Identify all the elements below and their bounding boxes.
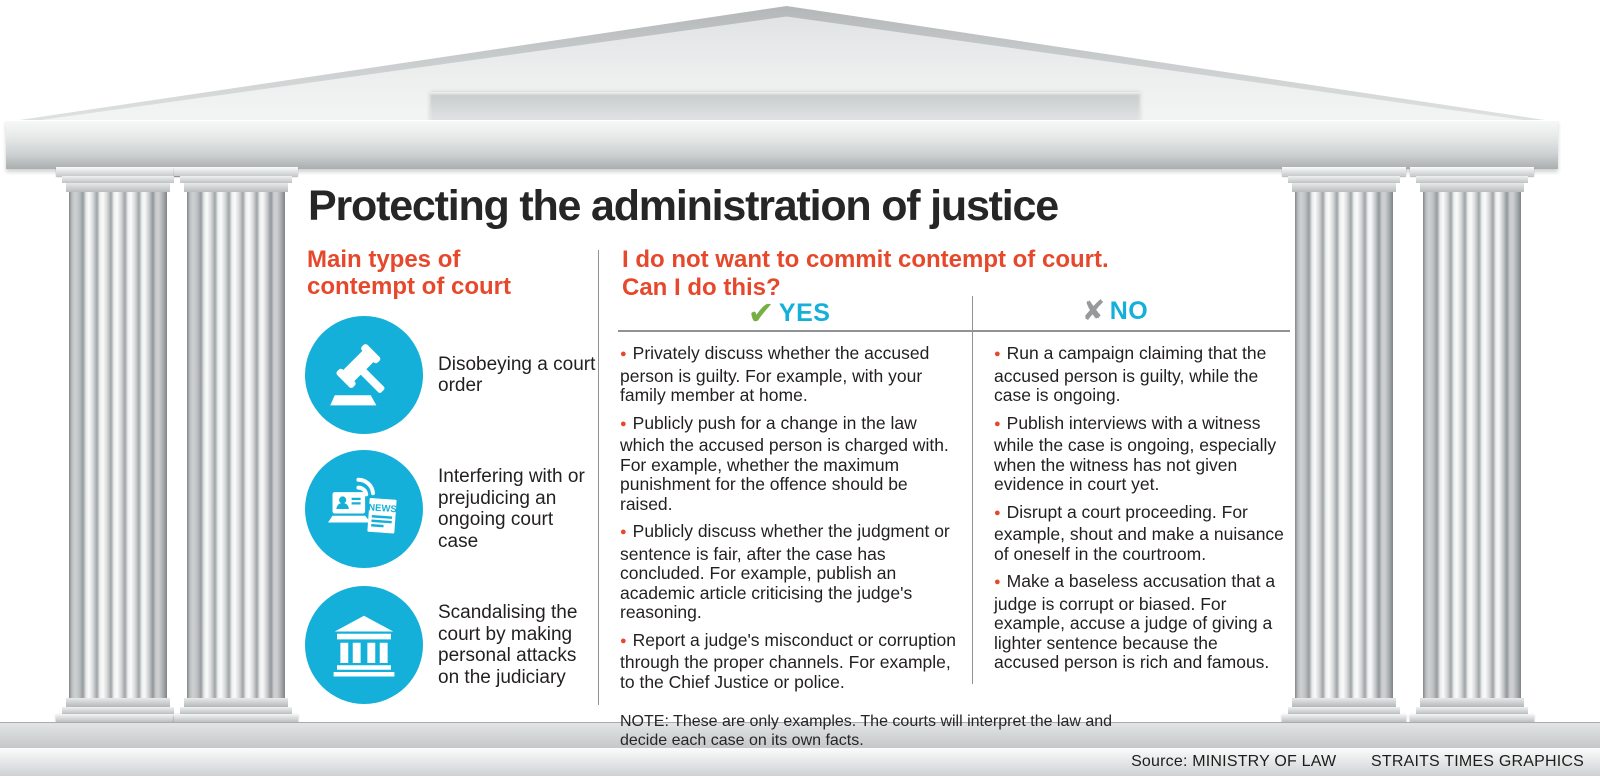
column-right-inner: [1282, 167, 1406, 724]
source-bar: Source: MINISTRY OF LAW STRAITS TIMES GR…: [0, 748, 1600, 776]
contempt-type-label: Interfering with or prejudicing an ongoi…: [438, 466, 585, 552]
qa-heading-line1: I do not want to commit contempt of cour…: [622, 246, 1109, 273]
no-header: ✘ NO: [965, 294, 1265, 327]
yes-no-divider: [972, 296, 973, 684]
yes-item: Privately discuss whether the accused pe…: [620, 343, 958, 406]
column-left-outer: [56, 167, 180, 724]
column-base: [174, 714, 298, 724]
column-right-outer: [1410, 167, 1534, 724]
gavel-icon: [305, 316, 423, 434]
yes-label: YES: [778, 299, 831, 327]
column-shaft: [1423, 192, 1521, 698]
left-heading-line1: Main types of: [307, 246, 461, 273]
column-shaft: [1295, 192, 1393, 698]
column-base: [1282, 714, 1406, 724]
pediment-step: [430, 92, 1140, 122]
no-item: Run a campaign claiming that the accused…: [994, 343, 1286, 406]
qa-heading-line2: Can I do this?: [622, 274, 781, 301]
qa-body: Privately discuss whether the accused pe…: [620, 343, 1292, 750]
news-masthead: NEWS: [368, 502, 397, 515]
column-base: [1410, 714, 1534, 724]
credit-text: STRAITS TIMES GRAPHICS: [1370, 753, 1584, 770]
no-column: Run a campaign claiming that the accused…: [994, 343, 1286, 700]
left-panel-heading: Main types of contempt of court: [307, 246, 547, 300]
column-capital: [174, 167, 298, 176]
yes-item: Report a judge's misconduct or corruptio…: [620, 630, 958, 693]
contempt-type-row-disobey: Disobeying a court order: [305, 316, 597, 434]
no-item: Disrupt a court proceeding. For example,…: [994, 502, 1286, 565]
broadcast-news-icon: NEWS: [305, 450, 423, 568]
floor-base: [0, 722, 1600, 749]
header-rule: [618, 330, 1290, 332]
column-shaft: [187, 192, 285, 698]
cross-icon: ✘: [1081, 295, 1106, 326]
column-shaft: [69, 192, 167, 698]
contempt-type-label: Disobeying a court order: [438, 353, 596, 397]
yes-item: Publicly push for a change in the law wh…: [620, 413, 958, 515]
yes-column: Privately discuss whether the accused pe…: [620, 343, 958, 700]
contempt-type-row-interfere: NEWS Interfering with or prejudicing an …: [305, 450, 597, 568]
source-text: Source: MINISTRY OF LAW: [1131, 753, 1337, 770]
note-text: NOTE: These are only examples. The court…: [620, 713, 1113, 749]
contempt-type-label: Scandalising the court by making persona…: [438, 602, 578, 688]
contempt-type-row-scandalise: Scandalising the court by making persona…: [305, 586, 597, 704]
column-capital: [1410, 167, 1534, 176]
check-icon: ✔: [747, 295, 775, 331]
column-capital: [1282, 167, 1406, 176]
column-left-inner: [174, 167, 298, 724]
page-title: Protecting the administration of justice: [308, 182, 1059, 230]
column-base: [56, 714, 180, 724]
no-item: Make a baseless accusation that a judge …: [994, 571, 1286, 673]
qa-heading: I do not want to commit contempt of cour…: [622, 246, 1302, 302]
no-item: Publish interviews with a witness while …: [994, 413, 1286, 495]
left-heading-line2: contempt of court: [307, 273, 511, 300]
yes-item: Publicly discuss whether the judgment or…: [620, 521, 958, 623]
column-capital: [56, 167, 180, 176]
courthouse-icon: [305, 586, 423, 704]
entablature-beam: [6, 120, 1558, 169]
section-divider: [598, 250, 599, 705]
no-label: NO: [1109, 297, 1149, 325]
yes-header: ✔ YES: [620, 294, 958, 332]
